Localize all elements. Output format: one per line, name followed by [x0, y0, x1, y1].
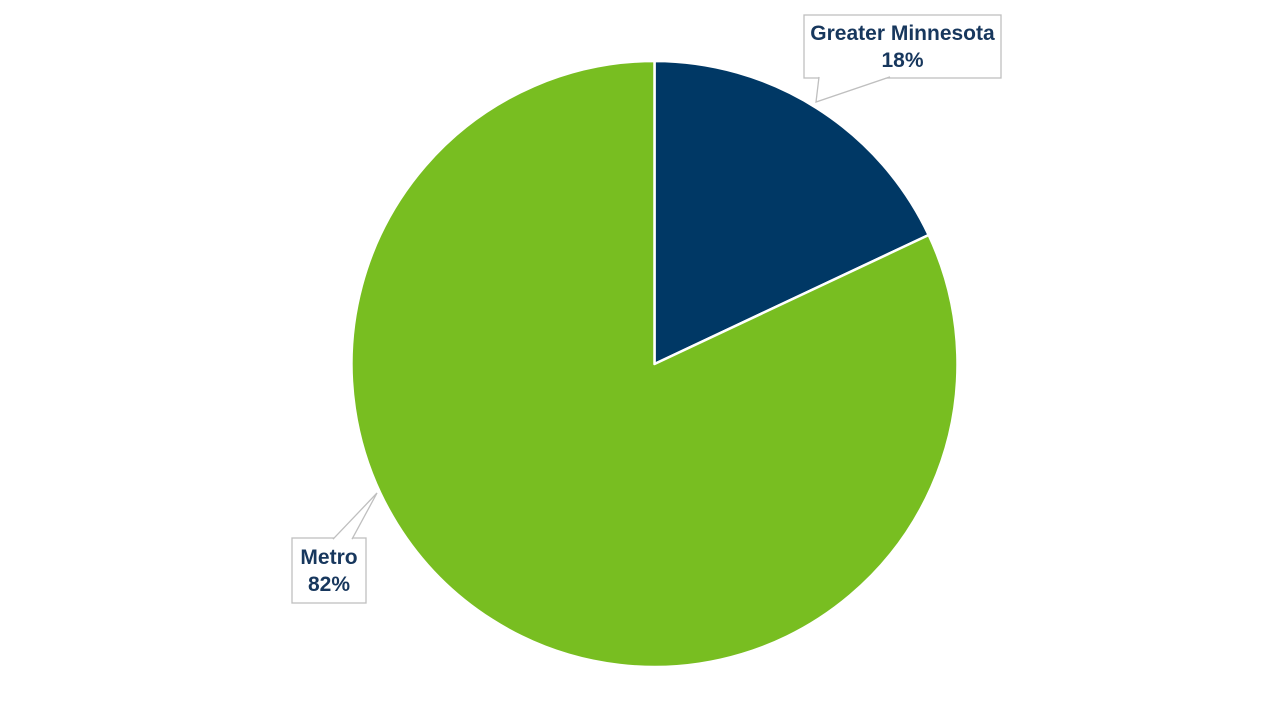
callout-metro — [291, 492, 378, 604]
callout-pointer-outline-greater-minnesota — [815, 76, 891, 103]
callout-box-metro — [291, 537, 367, 604]
callout-pointer-outline-metro — [332, 492, 378, 540]
pie-slice-metro — [350, 59, 959, 669]
callout-box-greater-minnesota — [803, 14, 1002, 79]
pie-slice-greater-minnesota — [653, 59, 930, 366]
pie-slices — [350, 59, 959, 669]
callout-greater-minnesota — [803, 14, 1002, 103]
